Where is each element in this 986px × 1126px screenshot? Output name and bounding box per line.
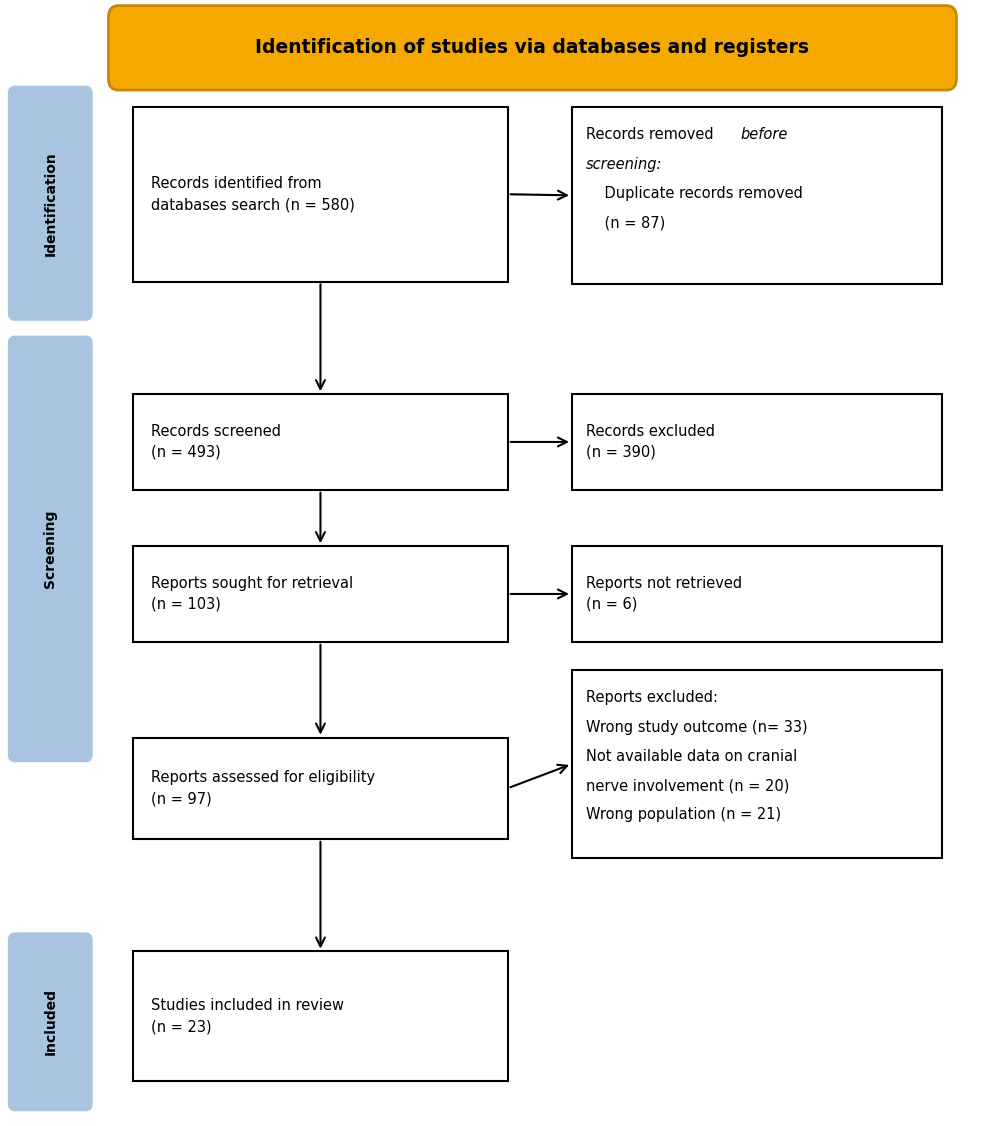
FancyBboxPatch shape [9, 337, 92, 761]
FancyBboxPatch shape [572, 107, 942, 284]
Text: Identification of studies via databases and registers: Identification of studies via databases … [255, 38, 810, 57]
Text: screening:: screening: [586, 157, 662, 171]
Text: Records screened
(n = 493): Records screened (n = 493) [151, 425, 281, 459]
Text: Reports sought for retrieval
(n = 103): Reports sought for retrieval (n = 103) [151, 577, 353, 611]
FancyBboxPatch shape [133, 394, 508, 490]
FancyBboxPatch shape [133, 738, 508, 839]
FancyBboxPatch shape [133, 107, 508, 282]
Text: Included: Included [43, 989, 57, 1055]
FancyBboxPatch shape [108, 6, 956, 90]
Text: (n = 87): (n = 87) [586, 215, 665, 230]
Text: Studies included in review
(n = 23): Studies included in review (n = 23) [151, 999, 344, 1034]
Text: Wrong study outcome (n= 33): Wrong study outcome (n= 33) [586, 720, 808, 734]
Text: Records identified from
databases search (n = 580): Records identified from databases search… [151, 177, 355, 212]
FancyBboxPatch shape [9, 87, 92, 320]
FancyBboxPatch shape [133, 546, 508, 642]
Text: Identification: Identification [43, 151, 57, 256]
Text: Duplicate records removed: Duplicate records removed [586, 186, 803, 200]
Text: Wrong population (n = 21): Wrong population (n = 21) [586, 807, 781, 822]
Text: Screening: Screening [43, 510, 57, 588]
Text: Reports excluded:: Reports excluded: [586, 690, 718, 705]
Text: before: before [740, 127, 788, 142]
FancyBboxPatch shape [572, 394, 942, 490]
Text: Records removed: Records removed [586, 127, 718, 142]
FancyBboxPatch shape [133, 951, 508, 1081]
Text: nerve involvement (n = 20): nerve involvement (n = 20) [586, 778, 789, 793]
Text: Records excluded
(n = 390): Records excluded (n = 390) [586, 425, 715, 459]
Text: Reports not retrieved
(n = 6): Reports not retrieved (n = 6) [586, 577, 741, 611]
Text: Not available data on cranial: Not available data on cranial [586, 749, 797, 763]
Text: Reports assessed for eligibility
(n = 97): Reports assessed for eligibility (n = 97… [151, 770, 375, 806]
FancyBboxPatch shape [9, 933, 92, 1110]
FancyBboxPatch shape [572, 546, 942, 642]
FancyBboxPatch shape [572, 670, 942, 858]
